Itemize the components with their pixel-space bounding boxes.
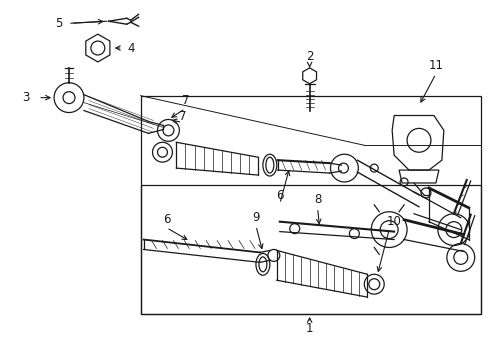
Text: 1: 1 xyxy=(305,322,313,336)
Text: 6: 6 xyxy=(163,213,170,226)
Bar xyxy=(141,96,480,314)
Text: 7: 7 xyxy=(181,94,189,107)
Text: 11: 11 xyxy=(427,59,443,72)
Text: 4: 4 xyxy=(127,41,134,54)
Text: 9: 9 xyxy=(252,211,259,224)
Text: 8: 8 xyxy=(313,193,321,206)
Text: 6: 6 xyxy=(276,189,283,202)
Text: 7: 7 xyxy=(178,110,186,123)
Text: 5: 5 xyxy=(55,17,62,30)
Text: 3: 3 xyxy=(22,91,30,104)
Text: 2: 2 xyxy=(305,50,313,63)
Text: 10: 10 xyxy=(386,215,401,228)
Bar xyxy=(141,185,480,314)
